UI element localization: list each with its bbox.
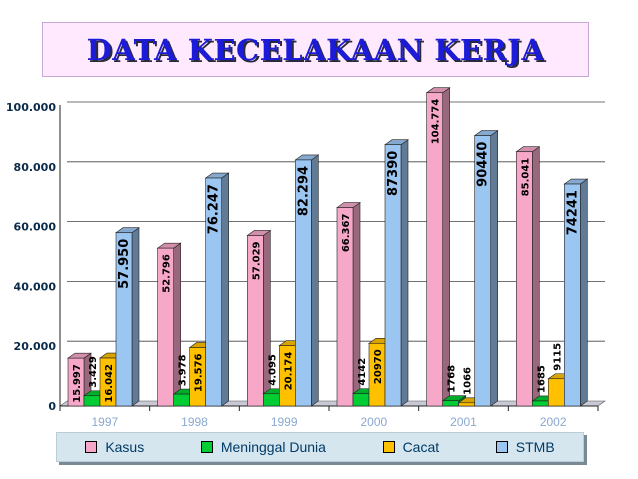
data-label: 19.576	[194, 353, 205, 392]
data-label: 16.042	[104, 364, 115, 403]
bar	[548, 378, 565, 407]
data-label: 57.950	[117, 239, 132, 289]
data-label: 15.997	[72, 364, 83, 403]
bar-side	[221, 172, 229, 407]
bar	[352, 393, 370, 407]
legend-label-kasus: Kasus	[105, 439, 145, 455]
data-label: 20970	[373, 349, 384, 384]
data-label: 3.978	[178, 354, 189, 386]
legend-swatch-stmb	[495, 441, 508, 453]
bar-side	[490, 130, 498, 407]
bar	[442, 400, 459, 407]
data-label: 104.774	[431, 99, 442, 145]
bar-chart: 0 20.000 40.000 60.000 80.000 100.000 1997 1998…	[6, 87, 606, 429]
title-banner: DATA KECELAKAAN KERJA	[42, 22, 589, 77]
chart-title: DATA KECELAKAAN KERJA	[86, 32, 545, 67]
legend-item-stmb: STMB	[495, 439, 555, 455]
data-label: 90440	[476, 142, 491, 187]
data-label: 9115	[552, 343, 563, 371]
data-label: 87390	[386, 151, 401, 196]
y-tick-label: 20.000	[14, 340, 57, 353]
legend-swatch-kasus	[85, 441, 98, 453]
bar	[247, 235, 264, 407]
legend-item-cacat: Cacat	[382, 439, 440, 455]
bar-side	[442, 87, 450, 407]
legend: Kasus Meninggal Dunia Cacat STMB	[56, 432, 584, 462]
bar	[426, 92, 443, 407]
x-tick-label: 1998	[181, 415, 208, 429]
bar-side	[580, 178, 588, 407]
bar	[263, 393, 280, 407]
y-tick-label: 60.000	[14, 221, 57, 234]
y-tick-label: 100.000	[6, 101, 56, 114]
legend-item-meninggal-dunia: Meninggal Dunia	[200, 439, 326, 455]
legend-item-kasus: Kasus	[85, 439, 144, 455]
data-label: 3.429	[88, 356, 99, 388]
y-tick-label: 40.000	[14, 280, 57, 293]
bar	[384, 144, 402, 407]
data-label: 66.367	[341, 214, 352, 253]
bar	[336, 207, 354, 407]
x-tick-label: 2002	[540, 415, 567, 429]
data-label: 74241	[565, 190, 580, 235]
bar	[564, 183, 581, 407]
bar	[205, 177, 222, 407]
data-label: 1768	[447, 365, 458, 393]
x-tick-label: 1999	[271, 415, 298, 429]
data-label: 1685	[536, 365, 547, 393]
data-label: 85.041	[520, 158, 531, 197]
bar	[516, 151, 533, 407]
data-label: 4.095	[267, 354, 278, 386]
data-label: 57.029	[251, 241, 262, 280]
y-tick-label: 80.000	[14, 161, 57, 174]
bar	[458, 402, 475, 407]
x-tick-label: 2000	[360, 415, 387, 429]
data-label: 20.174	[283, 352, 294, 391]
legend-label-cacat: Cacat	[402, 439, 440, 455]
bar	[474, 135, 491, 407]
data-label: 76.247	[207, 184, 222, 234]
legend-label-meninggal-dunia: Meninggal Dunia	[220, 439, 326, 455]
bar-side	[400, 139, 409, 407]
data-label: 82.294	[296, 166, 311, 216]
legend-swatch-cacat	[382, 441, 395, 453]
bar	[67, 357, 85, 407]
bar	[83, 395, 101, 407]
bar	[532, 400, 549, 407]
data-label: 4142	[357, 358, 368, 386]
data-label: 52.796	[162, 254, 173, 293]
legend-label-stmb: STMB	[515, 439, 555, 455]
bar-side	[311, 154, 319, 407]
legend-swatch-meninggal-dunia	[200, 441, 213, 453]
bar	[115, 232, 133, 407]
y-tick-label: 0	[48, 400, 56, 413]
bar	[295, 159, 312, 407]
data-label: 1066	[463, 367, 474, 395]
bar-side	[131, 227, 140, 407]
x-tick-label: 2001	[450, 415, 477, 429]
bar	[173, 393, 190, 407]
x-tick-label: 1997	[91, 415, 118, 429]
bar	[157, 247, 174, 407]
